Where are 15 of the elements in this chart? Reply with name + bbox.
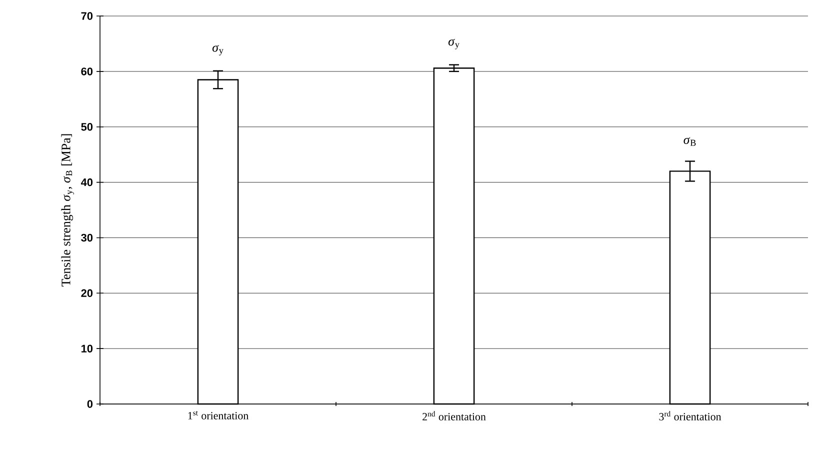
annotation: σ$_{y}$ bbox=[448, 38, 460, 50]
annotation: σ$_{y}$ bbox=[212, 44, 224, 56]
annotation: σ$_{B}$ bbox=[684, 137, 696, 146]
x-tick-label: 1$^{st}$ orientation bbox=[188, 411, 248, 420]
y-tick-label: 60 bbox=[81, 68, 93, 76]
y-tick-label: 10 bbox=[81, 344, 93, 352]
y-axis-title: Tensile strength σ$_{y}$, σ$_{B}$ [MPa] bbox=[61, 134, 74, 286]
x-tick-label: 3$^{rd}$ orientation bbox=[659, 411, 722, 420]
y-tick-label: 0 bbox=[87, 400, 93, 408]
y-tick-label: 50 bbox=[81, 122, 93, 131]
x-tick-label: 2$^{nd}$ orientation bbox=[422, 411, 486, 420]
y-tick-label: 40 bbox=[80, 178, 93, 186]
y-tick-label: 70 bbox=[81, 12, 93, 20]
y-tick-label: 30 bbox=[81, 234, 93, 242]
y-tick-label: 20 bbox=[81, 289, 93, 298]
